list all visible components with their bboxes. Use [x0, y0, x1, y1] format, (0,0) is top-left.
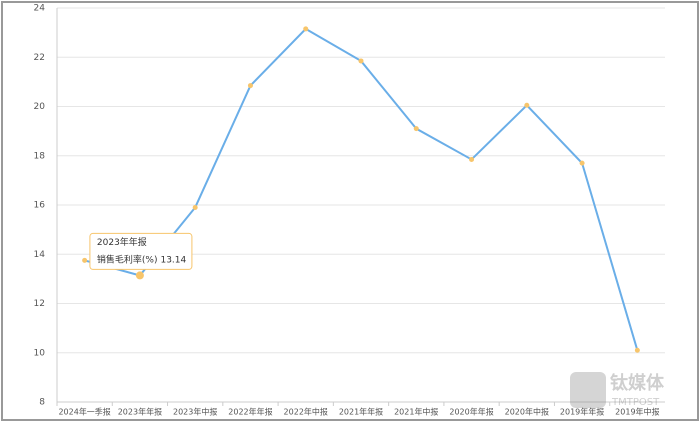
- watermark-logo: [570, 372, 606, 408]
- frame: [1, 1, 699, 421]
- tooltip-box: [89, 232, 193, 270]
- x-tick-label: 2024年一季报: [58, 407, 110, 417]
- watermark: 钛媒体 TMTPOST: [570, 372, 665, 408]
- x-tick-label: 2023年中报: [173, 407, 217, 417]
- watermark-subtext: TMTPOST: [611, 397, 660, 408]
- tooltip-number: 13.14: [160, 255, 186, 265]
- point: [469, 156, 475, 162]
- point: [135, 271, 144, 280]
- point: [579, 160, 585, 166]
- y-tick-label: 16: [34, 201, 46, 211]
- y-tick-label: 18: [34, 151, 46, 161]
- x-tick-label: 2021年年报: [339, 407, 383, 417]
- x-tick-label: 2019年中报: [615, 407, 659, 417]
- point: [524, 102, 530, 108]
- point: [82, 257, 88, 263]
- point: [634, 347, 640, 353]
- x-tick-label: 2019年年报: [560, 407, 604, 417]
- x-tick-label: 2020年中报: [505, 407, 549, 417]
- x-tick-label: 2023年年报: [118, 407, 162, 417]
- y-tick-label: 8: [39, 398, 45, 408]
- x-tick-label: 2022年中报: [284, 407, 328, 417]
- y-tick-label: 24: [34, 4, 46, 14]
- tooltip-series-name: 销售毛利率(%): [97, 253, 158, 265]
- y-tick-label: 20: [34, 102, 46, 112]
- point: [192, 204, 198, 210]
- tooltip-title: 2023年年报: [97, 236, 147, 248]
- point: [247, 83, 253, 89]
- y-tick-label: 14: [34, 250, 46, 260]
- y-tick-label: 22: [34, 53, 45, 63]
- point: [358, 58, 364, 64]
- watermark-text: 钛媒体: [610, 372, 665, 394]
- tooltip-value: 销售毛利率(%) 13.14: [97, 253, 187, 265]
- y-tick-label: 12: [34, 299, 45, 309]
- point: [303, 26, 309, 32]
- x-tick-label: 2020年年报: [449, 407, 493, 417]
- x-tick-label: 2022年年报: [228, 407, 272, 417]
- x-tick-label: 2021年中报: [394, 407, 438, 417]
- y-tick-label: 10: [34, 348, 46, 358]
- point: [413, 126, 419, 132]
